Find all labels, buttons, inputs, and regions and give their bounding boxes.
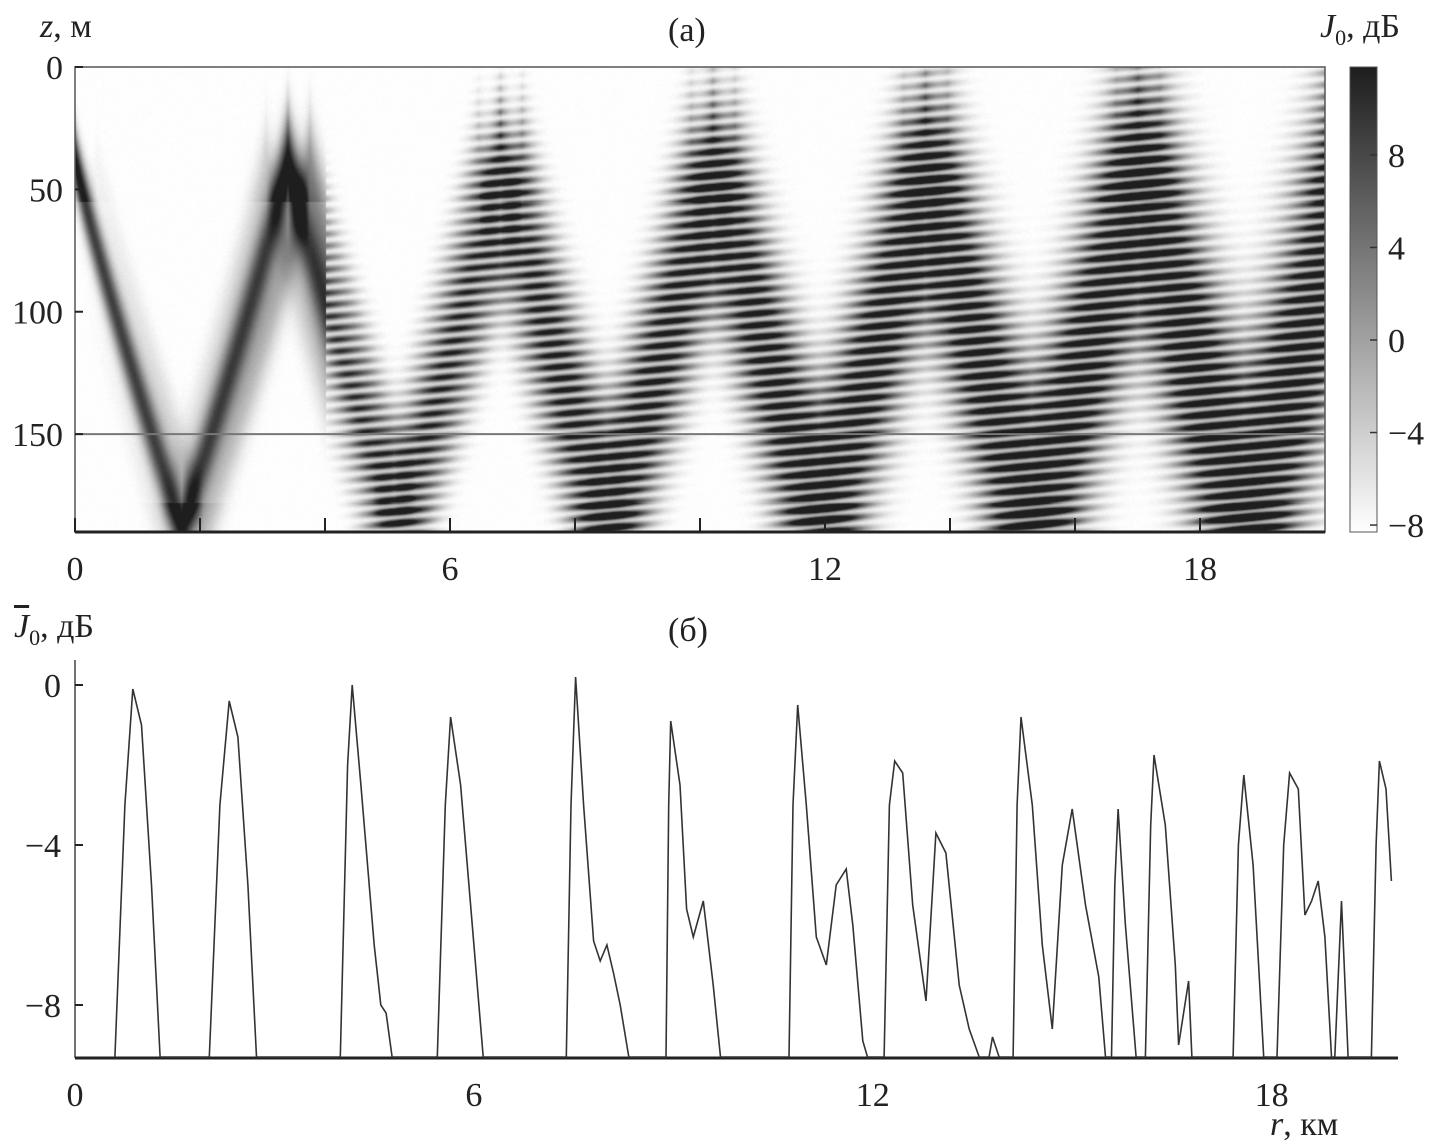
x-tick-label: 18: [1183, 551, 1217, 588]
y-tick-label: 100: [12, 295, 63, 332]
x-tick-label: 0: [67, 551, 84, 588]
panel-a-ylabel: z, м: [40, 8, 92, 45]
x-tick-label: 18: [1255, 1077, 1289, 1114]
panel-b-ylabel: J0, дБ: [14, 608, 94, 650]
panel-b-label: (б): [668, 612, 708, 649]
panel-a-label: (а): [668, 12, 706, 49]
colorbar: [1350, 67, 1377, 532]
x-tick-label: 6: [465, 1077, 482, 1114]
series-line: [114, 676, 1393, 1058]
x-tick-label: 0: [67, 1077, 84, 1114]
y-tick-label: 0: [46, 50, 63, 87]
colorbar-tick-label: 8: [1388, 138, 1405, 175]
y-tick-label: −4: [25, 828, 61, 865]
y-tick-label: −8: [25, 988, 61, 1025]
colorbar-label: J0, дБ: [1320, 8, 1400, 50]
colorbar-tick-label: 4: [1388, 230, 1405, 267]
heatmap: [75, 67, 1325, 532]
x-tick-label: 6: [442, 551, 459, 588]
y-tick-label: 50: [29, 172, 63, 209]
colorbar-tick-label: 0: [1388, 323, 1405, 360]
x-tick-label: 12: [856, 1077, 890, 1114]
colorbar-tick-label: −8: [1388, 508, 1424, 545]
y-tick-label: 0: [44, 668, 61, 705]
y-tick-label: 150: [12, 417, 63, 454]
panel-b-xlabel: r, км: [1270, 1106, 1339, 1143]
colorbar-frame: [1349, 66, 1378, 533]
colorbar-tick-label: −4: [1388, 416, 1424, 453]
panel-a-frame: [74, 66, 1326, 533]
x-tick-label: 12: [808, 551, 842, 588]
